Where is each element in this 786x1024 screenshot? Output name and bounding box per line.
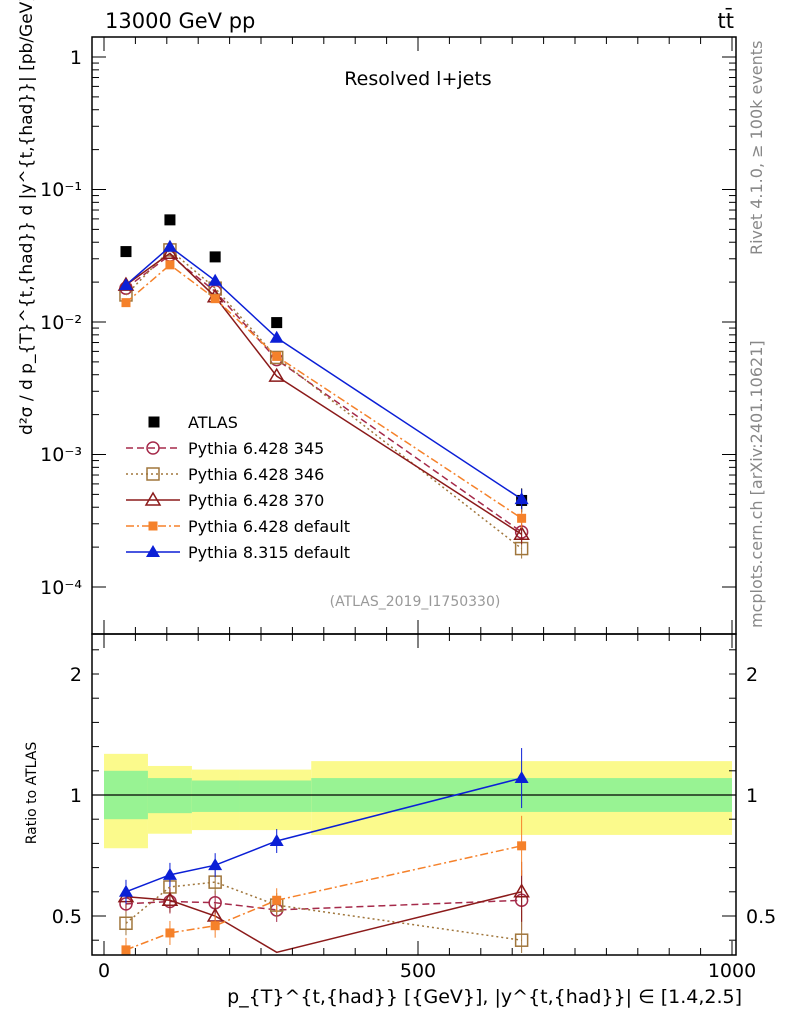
point-pythia-8-315-default bbox=[208, 273, 223, 286]
ratio-point-pythia-6-428-370 bbox=[513, 883, 530, 898]
ratio-point-pythia-8-315-default bbox=[118, 884, 133, 897]
ratio-line-pythia-6-428-default bbox=[125, 845, 522, 951]
ratio-ytick-1-right: 1 bbox=[746, 785, 758, 807]
xtick-label-1000: 1000 bbox=[708, 960, 756, 982]
ratio-ytick-2-right: 2 bbox=[746, 664, 758, 686]
ratio-series-pythia-6-428-345 bbox=[119, 870, 529, 931]
atlas-point bbox=[271, 317, 283, 329]
ratio-point-pythia-6-428-default bbox=[517, 841, 527, 851]
xtick-label-500: 500 bbox=[400, 960, 436, 982]
line-pythia-6-428-345 bbox=[125, 254, 523, 533]
ratio-point-pythia-8-315-default bbox=[269, 833, 284, 846]
ratio-axis-ticks bbox=[92, 634, 736, 955]
ratio-point-pythia-6-428-default bbox=[210, 921, 220, 931]
legend-label-py8-default: Pythia 8.315 default bbox=[188, 543, 350, 562]
point-pythia-6-428-default bbox=[210, 294, 220, 304]
point-pythia-6-428-default bbox=[272, 351, 282, 361]
point-pythia-8-315-default bbox=[269, 330, 284, 343]
ratio-point-pythia-6-428-370 bbox=[161, 891, 179, 907]
ratio-series-pythia-8-315-default bbox=[118, 748, 529, 904]
ratio-point-pythia-6-428-346 bbox=[514, 933, 529, 947]
legend-label-py6-default: Pythia 6.428 default bbox=[188, 517, 350, 536]
ratio-point-pythia-8-315-default bbox=[514, 771, 529, 784]
ratio-line-pythia-6-428-370 bbox=[125, 891, 522, 954]
point-pythia-6-428-default bbox=[517, 513, 527, 523]
legend-marker-atlas bbox=[148, 416, 160, 428]
ratio-series-pythia-6-428-default bbox=[121, 815, 527, 955]
legend-markers bbox=[126, 416, 180, 557]
x-axis-label: p_{T}^{t,{had}} [{GeV}], |y^{t,{had}}| ∈… bbox=[227, 986, 742, 1008]
ratio-ytick-1-left: 1 bbox=[70, 785, 82, 807]
main-panel: 1 10⁻¹ 10⁻² 10⁻³ 10⁻⁴ Resolved l+jets d²… bbox=[17, 0, 737, 635]
series-pythia-6-428-346 bbox=[119, 243, 529, 559]
ytick-label-0.01: 10⁻² bbox=[40, 312, 82, 334]
point-pythia-6-428-default bbox=[121, 298, 131, 308]
main-series bbox=[117, 214, 530, 559]
series-pythia-6-428-default bbox=[121, 260, 527, 529]
ratio-point-pythia-8-315-default bbox=[162, 867, 177, 880]
main-y-tick-labels: 1 10⁻¹ 10⁻² 10⁻³ 10⁻⁴ bbox=[40, 47, 82, 599]
main-y-axis-label: d²σ / d p_{T}^{t,{had}} d |y^{t,{had}}| … bbox=[17, 0, 37, 435]
band-inner-bin bbox=[147, 778, 192, 814]
band-inner-bin bbox=[191, 780, 240, 812]
legend-label-atlas: ATLAS bbox=[188, 413, 238, 432]
ratio-y-axis-label: Ratio to ATLAS bbox=[24, 742, 40, 845]
legend-marker-pythia-6-428-370 bbox=[144, 491, 162, 506]
ratio-point-pythia-6-428-346 bbox=[119, 916, 133, 931]
atlas-point bbox=[164, 214, 176, 226]
legend-label-py6-370: Pythia 6.428 370 bbox=[188, 491, 324, 510]
point-pythia-8-315-default bbox=[514, 492, 529, 505]
ratio-line-pythia-6-428-346 bbox=[125, 881, 522, 941]
mcplots-label: mcplots.cern.ch [arXiv:2401.10621] bbox=[747, 340, 766, 628]
ratio-uncertainty-bands bbox=[92, 753, 736, 849]
main-axis-ticks bbox=[92, 37, 736, 634]
legend-label-py6-346: Pythia 6.428 346 bbox=[188, 465, 324, 484]
legend-label-py6-345: Pythia 6.428 345 bbox=[188, 439, 324, 458]
line-pythia-6-428-346 bbox=[125, 248, 523, 550]
ratio-ytick-0.5-left: 0.5 bbox=[52, 906, 82, 928]
ratio-point-pythia-6-428-default bbox=[121, 945, 131, 955]
atlas-point bbox=[120, 246, 132, 258]
rivet-label: Rivet 4.1.0, ≥ 100k events bbox=[747, 41, 766, 255]
ytick-label-1: 1 bbox=[70, 47, 82, 69]
point-pythia-6-428-346 bbox=[269, 350, 284, 365]
ratio-point-pythia-6-428-default bbox=[165, 928, 175, 938]
point-pythia-6-428-370 bbox=[161, 244, 179, 260]
point-pythia-8-315-default bbox=[162, 239, 177, 252]
ratio-series-pythia-6-428-370 bbox=[117, 861, 530, 954]
atlas-point bbox=[209, 251, 221, 263]
point-pythia-6-428-370 bbox=[513, 525, 530, 541]
header-energy-label: 13000 GeV pp bbox=[105, 9, 255, 33]
legend-marker-pythia-6-428-default bbox=[148, 521, 158, 531]
legend-marker-pythia-6-428-345 bbox=[146, 441, 160, 455]
point-pythia-8-315-default bbox=[118, 278, 133, 291]
ratio-series bbox=[117, 748, 530, 955]
legend-marker-pythia-6-428-346 bbox=[146, 467, 160, 481]
ytick-label-0.1: 10⁻¹ bbox=[40, 179, 82, 201]
ratio-ytick-2-left: 2 bbox=[70, 664, 82, 686]
main-title: Resolved l+jets bbox=[344, 68, 491, 90]
band-inner-bin bbox=[239, 780, 312, 812]
point-pythia-6-428-370 bbox=[268, 367, 286, 382]
xtick-label-0: 0 bbox=[98, 960, 110, 982]
ytick-label-0.001: 10⁻³ bbox=[40, 444, 82, 466]
header-process-label: tt̄ bbox=[718, 8, 734, 33]
legend: ATLAS Pythia 6.428 345 Pythia 6.428 346 … bbox=[126, 413, 350, 562]
ratio-point-pythia-6-428-default bbox=[272, 895, 282, 905]
ratio-ytick-0.5-right: 0.5 bbox=[746, 906, 776, 928]
ratio-point-pythia-8-315-default bbox=[208, 858, 223, 871]
ratio-panel: 0.5 1 2 0.5 1 2 Ratio to ATLAS 0 500 100… bbox=[24, 633, 776, 1008]
point-pythia-6-428-default bbox=[165, 260, 175, 270]
legend-marker-pythia-8-315-default bbox=[146, 545, 160, 557]
analysis-watermark: (ATLAS_2019_I1750330) bbox=[330, 594, 501, 610]
series-pythia-8-315-default bbox=[118, 239, 529, 510]
line-pythia-8-315-default bbox=[125, 245, 523, 500]
ytick-label-0.0001: 10⁻⁴ bbox=[40, 577, 82, 599]
